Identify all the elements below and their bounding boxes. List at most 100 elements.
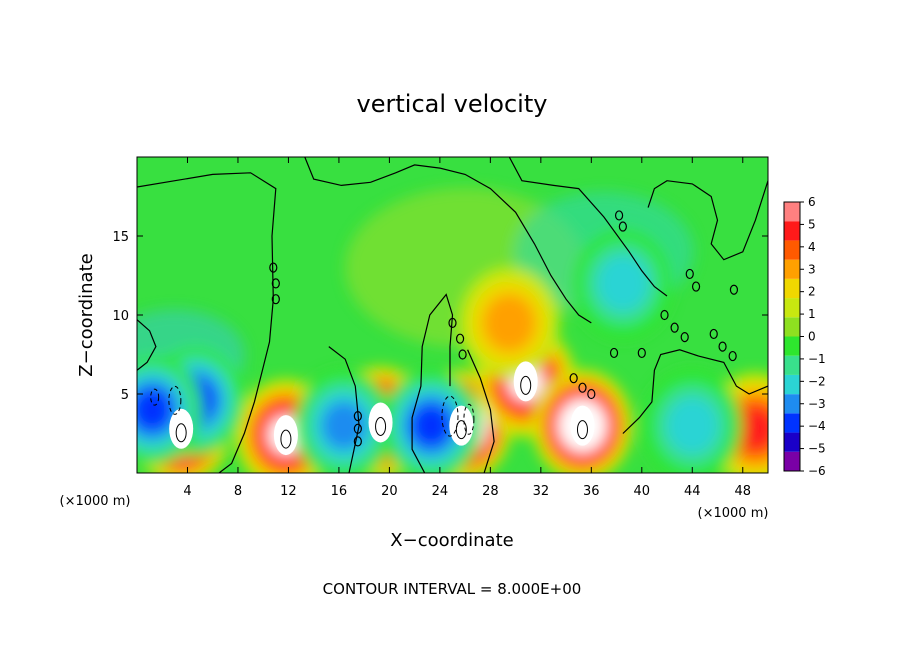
negative-contour — [463, 403, 475, 435]
zero-contour-line — [622, 349, 768, 434]
colorbar: 6 5 4 3 2 1 0 −1 −2 −3 −4 −5 −6 — [783, 195, 826, 478]
heatmap-field — [137, 187, 768, 473]
core-contour — [576, 420, 588, 440]
x-axis-label: X−coordinate — [390, 530, 513, 551]
core-contour — [520, 375, 532, 395]
x-axis: 4 8 12 16 20 24 28 32 36 40 44 48 — [183, 157, 751, 499]
zero-contour-line — [647, 180, 768, 261]
small-contour-loop — [448, 317, 457, 328]
x-tick-label: 24 — [432, 484, 449, 499]
colorbar-swatch — [784, 413, 800, 433]
small-contour-loop — [728, 350, 737, 362]
contour-interval-note: CONTOUR INTERVAL = 8.000E+00 — [323, 580, 582, 598]
zero-contour-line — [467, 349, 495, 473]
colorbar-tick-label: −5 — [808, 442, 826, 456]
colorbar-swatch — [784, 259, 800, 279]
colorbar-tick-label: 3 — [808, 262, 816, 276]
small-contour-loop — [269, 262, 278, 273]
zero-contour-line — [137, 319, 157, 371]
updraft-core — [449, 405, 474, 446]
small-contour-loop — [614, 210, 624, 221]
downdraft-level — [411, 404, 451, 447]
colorbar-tick-label: −3 — [808, 397, 826, 411]
small-contour-loop — [353, 411, 362, 422]
colorbar-tick-label: −6 — [808, 464, 826, 478]
core-contour — [375, 416, 387, 436]
small-contour-loop — [637, 347, 646, 359]
small-contour-loop — [691, 281, 701, 292]
small-contour-loop — [729, 284, 739, 295]
small-contour-loop — [455, 333, 465, 344]
small-contour-loop — [458, 349, 467, 360]
colorbar-tick-label: −2 — [808, 374, 826, 388]
small-contour-loop — [271, 278, 280, 289]
downdraft-level — [137, 388, 172, 431]
x-unit-label-left: (×1000 m) — [60, 494, 131, 509]
colorbar-tick-label: 1 — [808, 307, 816, 321]
x-tick-label: 36 — [583, 484, 600, 499]
x-tick-label: 8 — [234, 484, 242, 499]
zero-contour-line — [508, 157, 668, 297]
core-contour — [280, 429, 292, 449]
updraft-level — [483, 294, 536, 352]
colorbar-tick-label: −4 — [808, 419, 826, 433]
updraft-core — [570, 405, 595, 446]
y-tick-label: 15 — [112, 230, 129, 245]
x-tick-label: 12 — [280, 484, 297, 499]
colorbar-swatch — [784, 432, 800, 452]
negative-contour — [150, 388, 160, 406]
zero-contour-line — [304, 157, 592, 324]
updraft-core — [273, 415, 298, 456]
x-tick-label: 44 — [684, 484, 701, 499]
zero-contours — [137, 157, 768, 473]
small-contour-loop — [685, 268, 694, 280]
y-tick-label: 5 — [121, 388, 129, 403]
core-contour — [455, 420, 467, 440]
colorbar-tick-label: −1 — [808, 352, 826, 366]
colorbar-swatch — [784, 240, 800, 260]
colorbar-swatch — [784, 336, 800, 356]
x-tick-label: 48 — [734, 484, 751, 499]
downdraft-level — [666, 397, 719, 455]
zero-contour-line — [137, 172, 277, 473]
small-contour-loop — [660, 309, 669, 321]
small-contour-loop — [618, 221, 627, 232]
small-contour-loop — [587, 388, 596, 400]
x-tick-label: 20 — [381, 484, 398, 499]
small-contour-loop — [670, 322, 679, 333]
small-contour-loop — [578, 382, 587, 393]
x-unit-label-right: (×1000 m) — [698, 506, 769, 521]
colorbar-tick-label: 2 — [808, 285, 816, 299]
y-axis-label: Z−coordinate — [76, 253, 97, 376]
colorbar-swatch — [784, 394, 800, 414]
zero-contour-line — [328, 346, 360, 473]
colorbar-swatch — [784, 374, 800, 395]
x-tick-label: 4 — [183, 484, 191, 499]
updraft-core — [169, 408, 194, 449]
updraft-core — [368, 402, 393, 443]
colorbar-swatch — [784, 451, 800, 471]
updraft-level — [735, 407, 768, 450]
x-tick-label: 28 — [482, 484, 499, 499]
small-contour-loop — [609, 347, 619, 359]
colorbar-tick-label: 4 — [808, 240, 816, 254]
negative-contour — [168, 385, 182, 415]
updraft-core — [513, 361, 538, 402]
y-tick-label: 10 — [112, 309, 129, 324]
colorbar-swatch — [784, 317, 800, 337]
zero-contour-line — [411, 293, 454, 473]
small-contour-loop — [718, 341, 727, 352]
core-contour — [175, 423, 187, 443]
colorbar-swatch — [784, 221, 800, 241]
colorbar-tick-label: 5 — [808, 217, 816, 231]
small-contour-loop — [680, 332, 689, 343]
small-contour-loop — [569, 373, 578, 384]
x-tick-label: 40 — [634, 484, 651, 499]
negative-contour — [441, 395, 459, 437]
small-contour-loop — [353, 436, 362, 447]
x-tick-label: 32 — [533, 484, 550, 499]
colorbar-tick-label: 6 — [808, 195, 816, 209]
small-contour-loop — [353, 423, 362, 434]
colorbar-swatch — [784, 202, 800, 222]
